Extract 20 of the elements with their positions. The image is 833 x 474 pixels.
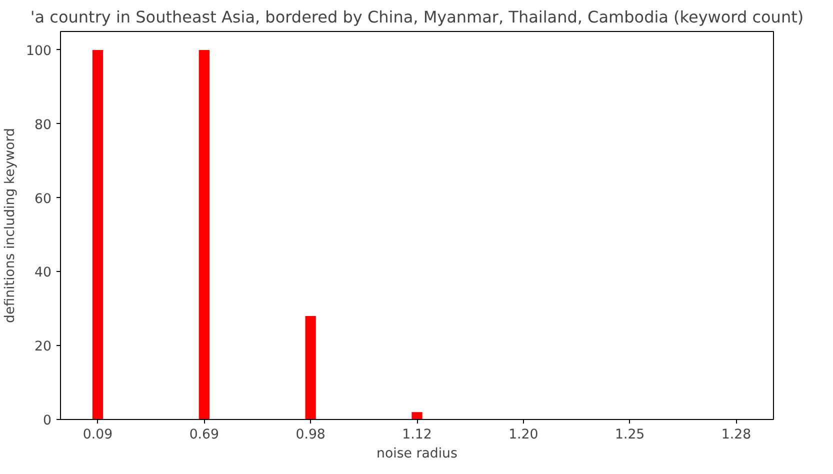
- bar: [305, 316, 316, 420]
- bar: [412, 412, 422, 420]
- y-tick-label: 100: [26, 44, 52, 59]
- y-tick-label: 40: [34, 266, 52, 281]
- x-tick-label: 1.28: [721, 428, 752, 442]
- x-tick-label: 0.69: [189, 428, 220, 442]
- y-axis-title: definitions including keyword: [3, 128, 18, 323]
- x-tick-label: 1.12: [402, 428, 432, 442]
- y-tick-label: 80: [34, 118, 52, 133]
- y-tick-label: 0: [43, 414, 52, 428]
- x-tick-label: 0.09: [82, 428, 113, 442]
- x-axis-title: noise radius: [376, 446, 458, 462]
- chart-title: 'a country in Southeast Asia, bordered by China, Myanmar, Thailand, Cambodia (keyword count): [30, 8, 804, 26]
- bar: [198, 50, 210, 420]
- bar: [92, 50, 104, 420]
- x-tick-label: 0.98: [296, 428, 326, 442]
- y-tick-label: 60: [34, 192, 52, 207]
- x-tick-label: 1.20: [508, 428, 538, 442]
- x-tick-label: 1.25: [615, 428, 645, 442]
- y-tick-label: 20: [34, 340, 52, 355]
